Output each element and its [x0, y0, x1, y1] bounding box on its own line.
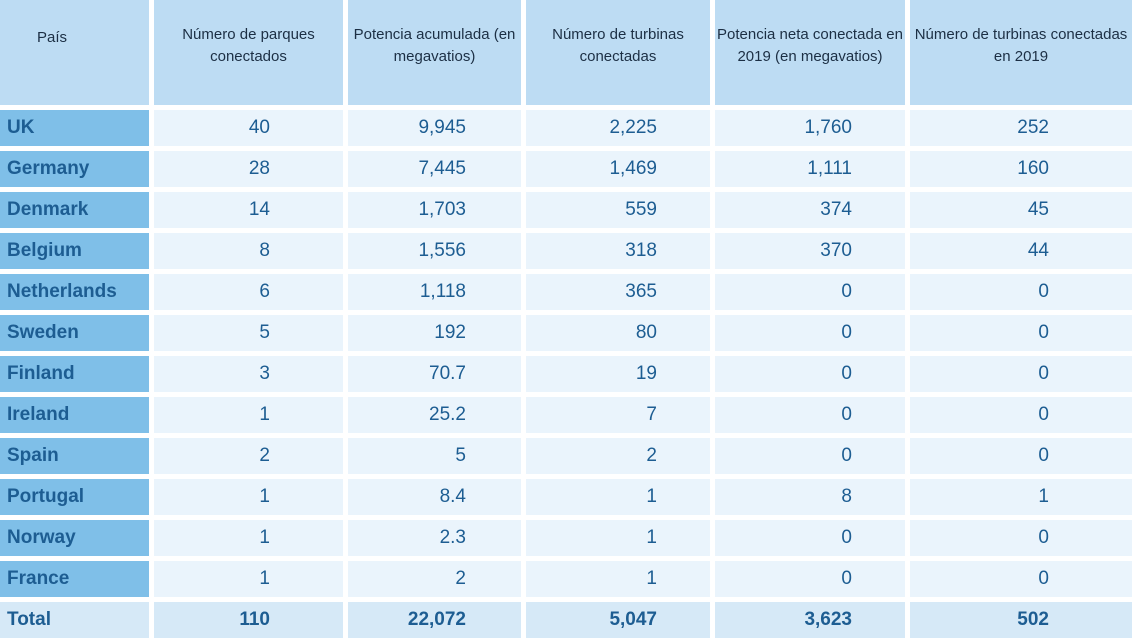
total-cell: 22,072	[348, 602, 521, 638]
table-cell: 0	[715, 520, 905, 556]
row-country: Spain	[0, 438, 149, 474]
table-cell: 6	[154, 274, 343, 310]
table-cell: 5	[154, 315, 343, 351]
table-cell: 1	[154, 520, 343, 556]
table-cell: 318	[526, 233, 710, 269]
table-cell: 5	[348, 438, 521, 474]
table-cell: 160	[910, 151, 1132, 187]
table-cell: 365	[526, 274, 710, 310]
table-cell: 0	[910, 397, 1132, 433]
row-country: UK	[0, 110, 149, 146]
table-cell: 1	[526, 479, 710, 515]
table-cell: 0	[910, 315, 1132, 351]
table-cell: 1,703	[348, 192, 521, 228]
table-cell: 0	[910, 274, 1132, 310]
total-cell: 110	[154, 602, 343, 638]
row-country: Finland	[0, 356, 149, 392]
table-cell: 559	[526, 192, 710, 228]
table-cell: 2	[526, 438, 710, 474]
row-country: Sweden	[0, 315, 149, 351]
table-cell: 8	[715, 479, 905, 515]
table-cell: 8	[154, 233, 343, 269]
table-cell: 40	[154, 110, 343, 146]
column-header: País	[0, 0, 149, 105]
table-cell: 3	[154, 356, 343, 392]
row-country: France	[0, 561, 149, 597]
table-cell: 1	[154, 397, 343, 433]
table-cell: 1	[526, 561, 710, 597]
column-header: Número de parques conectados	[154, 0, 343, 105]
row-country: Portugal	[0, 479, 149, 515]
table-cell: 0	[715, 315, 905, 351]
table-cell: 45	[910, 192, 1132, 228]
table-cell: 0	[715, 561, 905, 597]
table-cell: 252	[910, 110, 1132, 146]
table-cell: 0	[715, 356, 905, 392]
table-cell: 80	[526, 315, 710, 351]
table-cell: 8.4	[348, 479, 521, 515]
table-cell: 1,118	[348, 274, 521, 310]
table-cell: 0	[715, 438, 905, 474]
table-cell: 70.7	[348, 356, 521, 392]
row-country: Netherlands	[0, 274, 149, 310]
table-cell: 1	[526, 520, 710, 556]
table-cell: 1	[154, 561, 343, 597]
table-cell: 192	[348, 315, 521, 351]
column-header: Potencia neta conectada en 2019 (en mega…	[715, 0, 905, 105]
row-country: Ireland	[0, 397, 149, 433]
table-cell: 28	[154, 151, 343, 187]
table-cell: 44	[910, 233, 1132, 269]
row-country: Belgium	[0, 233, 149, 269]
table-cell: 0	[910, 356, 1132, 392]
table-cell: 2,225	[526, 110, 710, 146]
table-cell: 1,556	[348, 233, 521, 269]
total-cell: 502	[910, 602, 1132, 638]
table-cell: 25.2	[348, 397, 521, 433]
row-country: Norway	[0, 520, 149, 556]
table-cell: 0	[910, 561, 1132, 597]
table-cell: 7,445	[348, 151, 521, 187]
table-cell: 2	[154, 438, 343, 474]
total-cell: 3,623	[715, 602, 905, 638]
row-country: Germany	[0, 151, 149, 187]
table-cell: 0	[910, 520, 1132, 556]
total-label: Total	[0, 602, 149, 638]
table-cell: 1	[154, 479, 343, 515]
table-cell: 1,111	[715, 151, 905, 187]
column-header: Número de turbinas conectadas en 2019	[910, 0, 1132, 105]
total-cell: 5,047	[526, 602, 710, 638]
column-header: Número de turbinas conectadas	[526, 0, 710, 105]
table-cell: 19	[526, 356, 710, 392]
table-cell: 0	[715, 274, 905, 310]
table-cell: 14	[154, 192, 343, 228]
table-cell: 1	[910, 479, 1132, 515]
row-country: Denmark	[0, 192, 149, 228]
table-cell: 1,760	[715, 110, 905, 146]
table-cell: 2	[348, 561, 521, 597]
table-cell: 9,945	[348, 110, 521, 146]
table-cell: 0	[715, 397, 905, 433]
table-cell: 374	[715, 192, 905, 228]
table-cell: 1,469	[526, 151, 710, 187]
table-cell: 2.3	[348, 520, 521, 556]
column-header: Potencia acumulada (en megavatios)	[348, 0, 521, 105]
table-cell: 370	[715, 233, 905, 269]
table-cell: 7	[526, 397, 710, 433]
table-cell: 0	[910, 438, 1132, 474]
